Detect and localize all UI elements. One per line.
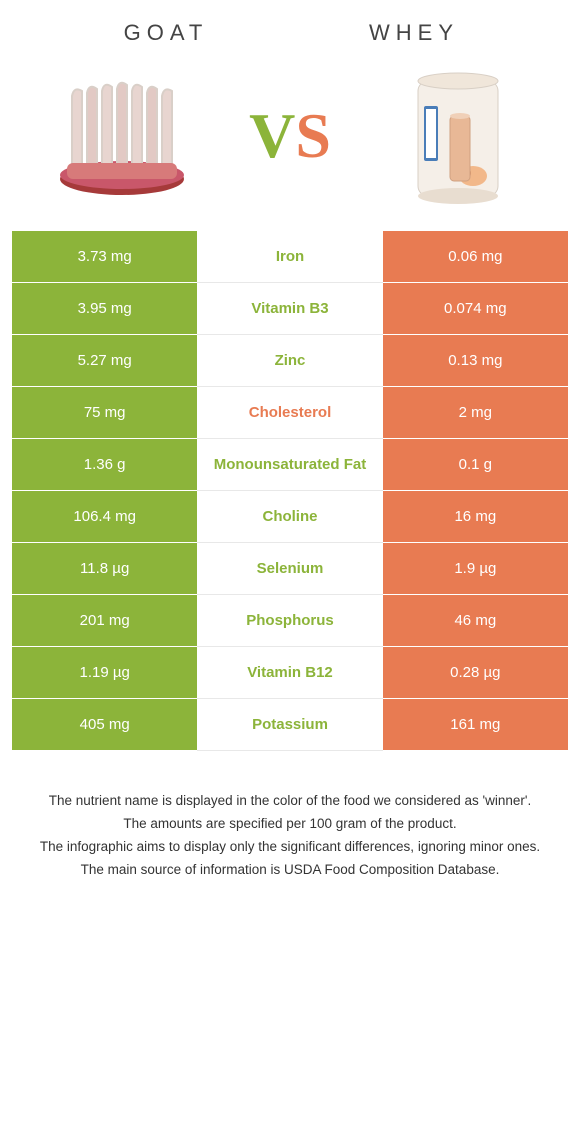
right-value: 0.1 g <box>383 439 568 491</box>
nutrient-label: Vitamin B12 <box>197 647 382 699</box>
nutrient-row: 201 mgPhosphorus46 mg <box>12 595 568 647</box>
goat-image <box>42 66 202 206</box>
nutrient-label: Phosphorus <box>197 595 382 647</box>
nutrient-row: 1.36 gMonounsaturated Fat0.1 g <box>12 439 568 491</box>
titles-row: GOAT WHEY <box>12 20 568 56</box>
nutrient-table: 3.73 mgIron0.06 mg3.95 mgVitamin B30.074… <box>12 231 568 751</box>
right-value: 1.9 µg <box>383 543 568 595</box>
left-value: 1.36 g <box>12 439 197 491</box>
nutrient-row: 1.19 µgVitamin B120.28 µg <box>12 647 568 699</box>
left-value: 3.73 mg <box>12 231 197 283</box>
footnote-line: The nutrient name is displayed in the co… <box>37 791 543 812</box>
nutrient-label: Potassium <box>197 699 382 751</box>
nutrient-label: Vitamin B3 <box>197 283 382 335</box>
nutrient-label: Monounsaturated Fat <box>197 439 382 491</box>
nutrient-row: 11.8 µgSelenium1.9 µg <box>12 543 568 595</box>
left-title: GOAT <box>42 20 290 46</box>
left-value: 201 mg <box>12 595 197 647</box>
nutrient-row: 405 mgPotassium161 mg <box>12 699 568 751</box>
right-value: 161 mg <box>383 699 568 751</box>
left-value: 11.8 µg <box>12 543 197 595</box>
footnote-line: The amounts are specified per 100 gram o… <box>37 814 543 835</box>
left-value: 1.19 µg <box>12 647 197 699</box>
whey-image <box>378 66 538 206</box>
images-row: VS <box>12 56 568 231</box>
right-value: 0.074 mg <box>383 283 568 335</box>
nutrient-row: 5.27 mgZinc0.13 mg <box>12 335 568 387</box>
nutrient-row: 75 mgCholesterol2 mg <box>12 387 568 439</box>
footnote-line: The main source of information is USDA F… <box>37 860 543 881</box>
right-value: 0.06 mg <box>383 231 568 283</box>
nutrient-label: Iron <box>197 231 382 283</box>
nutrient-label: Zinc <box>197 335 382 387</box>
right-value: 0.13 mg <box>383 335 568 387</box>
footnote-line: The infographic aims to display only the… <box>37 837 543 858</box>
nutrient-row: 106.4 mgCholine16 mg <box>12 491 568 543</box>
nutrient-label: Cholesterol <box>197 387 382 439</box>
infographic: GOAT WHEY VS <box>0 0 580 923</box>
vs-label: VS <box>249 104 331 168</box>
left-value: 5.27 mg <box>12 335 197 387</box>
nutrient-label: Selenium <box>197 543 382 595</box>
footnotes: The nutrient name is displayed in the co… <box>12 751 568 893</box>
right-value: 46 mg <box>383 595 568 647</box>
nutrient-label: Choline <box>197 491 382 543</box>
left-value: 3.95 mg <box>12 283 197 335</box>
right-value: 16 mg <box>383 491 568 543</box>
right-value: 0.28 µg <box>383 647 568 699</box>
nutrient-row: 3.95 mgVitamin B30.074 mg <box>12 283 568 335</box>
nutrient-row: 3.73 mgIron0.06 mg <box>12 231 568 283</box>
right-title: WHEY <box>290 20 538 46</box>
left-value: 106.4 mg <box>12 491 197 543</box>
left-value: 75 mg <box>12 387 197 439</box>
left-value: 405 mg <box>12 699 197 751</box>
right-value: 2 mg <box>383 387 568 439</box>
